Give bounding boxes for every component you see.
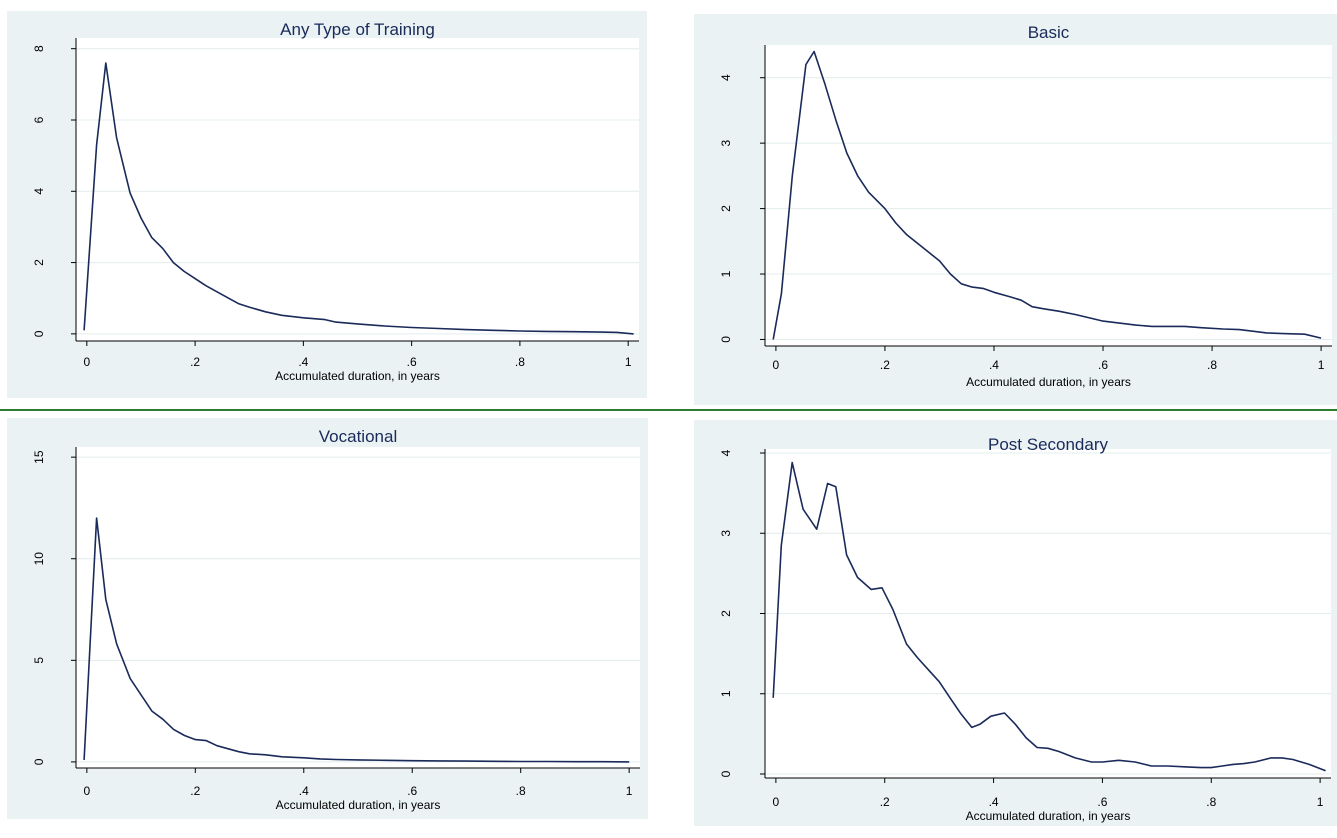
density-line: [772, 461, 1326, 772]
chart-svg-any-type: 0 2 4 6 8 0 .2 .4 .6 .8 1 Any Type of Training Accum…: [32, 20, 639, 383]
x-tick-label: .4: [298, 355, 308, 369]
chart-panel-any-type: 0 2 4 6 8 0 .2 .4 .6 .8 1 Any Type of Training Accum…: [7, 11, 647, 398]
y-tick-label: 5: [32, 657, 46, 664]
y-tick-label: 1: [719, 270, 733, 277]
panel-divider: [0, 409, 1337, 411]
x-tick-label: .8: [1206, 795, 1216, 809]
x-tick-label: 1: [1318, 358, 1325, 372]
x-tick-label: .2: [190, 784, 200, 798]
y-tick-label: 15: [32, 450, 46, 464]
x-tick-label: .8: [516, 784, 526, 798]
y-tick-label: 0: [719, 770, 733, 777]
y-tick-label: 0: [719, 336, 733, 343]
density-line: [83, 517, 630, 763]
x-tick-label: .6: [1098, 358, 1108, 372]
plot-area: [76, 447, 640, 768]
density-line: [772, 50, 1322, 340]
chart-title: Basic: [1028, 23, 1070, 42]
chart-panel-vocational: 0 5 10 15 0 .2 .4 .6 .8 1 Vocational Accumulated du…: [7, 418, 648, 819]
x-tick-label: 0: [773, 358, 780, 372]
x-tick-label: 0: [773, 795, 780, 809]
chart-svg-basic: 0 1 2 3 4 0 .2 .4 .6 .8 1 Basic Accumulated duration…: [719, 23, 1332, 389]
plot-area: [765, 45, 1332, 346]
y-tick-label: 0: [32, 758, 46, 765]
chart-title: Vocational: [319, 427, 397, 446]
x-tick-label: .6: [407, 355, 417, 369]
y-tick-label: 2: [32, 259, 46, 266]
x-axis-label: Accumulated duration, in years: [966, 375, 1131, 389]
y-tick-label: 1: [719, 690, 733, 697]
x-tick-label: .2: [880, 358, 890, 372]
y-tick-label: 10: [32, 552, 46, 566]
y-tick-label: 2: [719, 610, 733, 617]
chart-title: Post Secondary: [988, 435, 1109, 454]
x-tick-label: 0: [83, 355, 90, 369]
x-tick-label: 1: [625, 355, 632, 369]
x-axis-label: Accumulated duration, in years: [275, 369, 440, 383]
density-line: [83, 62, 634, 335]
x-tick-label: .4: [989, 358, 999, 372]
plot-area: [76, 38, 639, 341]
x-tick-label: .6: [407, 784, 417, 798]
y-tick-label: 4: [719, 74, 733, 81]
x-tick-label: .6: [1097, 795, 1107, 809]
y-tick-label: 4: [32, 188, 46, 195]
y-tick-label: 8: [32, 45, 46, 52]
x-tick-label: .4: [299, 784, 309, 798]
x-tick-label: .8: [515, 355, 525, 369]
x-tick-label: .4: [989, 795, 999, 809]
x-tick-label: 1: [1317, 795, 1324, 809]
x-axis-label: Accumulated duration, in years: [276, 798, 441, 812]
x-tick-label: 1: [626, 784, 633, 798]
chart-panel-basic: 0 1 2 3 4 0 .2 .4 .6 .8 1 Basic Accumulated duration…: [694, 14, 1337, 405]
chart-svg-vocational: 0 5 10 15 0 .2 .4 .6 .8 1 Vocational Accumulated du…: [32, 427, 640, 812]
x-tick-label: .8: [1207, 358, 1217, 372]
chart-title: Any Type of Training: [280, 20, 435, 39]
x-tick-label: 0: [84, 784, 91, 798]
x-tick-label: .2: [880, 795, 890, 809]
y-tick-label: 6: [32, 116, 46, 123]
y-tick-label: 0: [32, 330, 46, 337]
chart-svg-post-secondary: 0 1 2 3 4 0 .2 .4 .6 .8 1 Post Secondary Accumulated…: [719, 435, 1331, 823]
y-tick-label: 2: [719, 205, 733, 212]
x-tick-label: .2: [190, 355, 200, 369]
x-axis-label: Accumulated duration, in years: [966, 809, 1131, 823]
y-tick-label: 3: [719, 530, 733, 537]
chart-panel-post-secondary: 0 1 2 3 4 0 .2 .4 .6 .8 1 Post Secondary Accumulated…: [694, 420, 1337, 826]
y-tick-label: 3: [719, 139, 733, 146]
y-tick-label: 4: [719, 449, 733, 456]
